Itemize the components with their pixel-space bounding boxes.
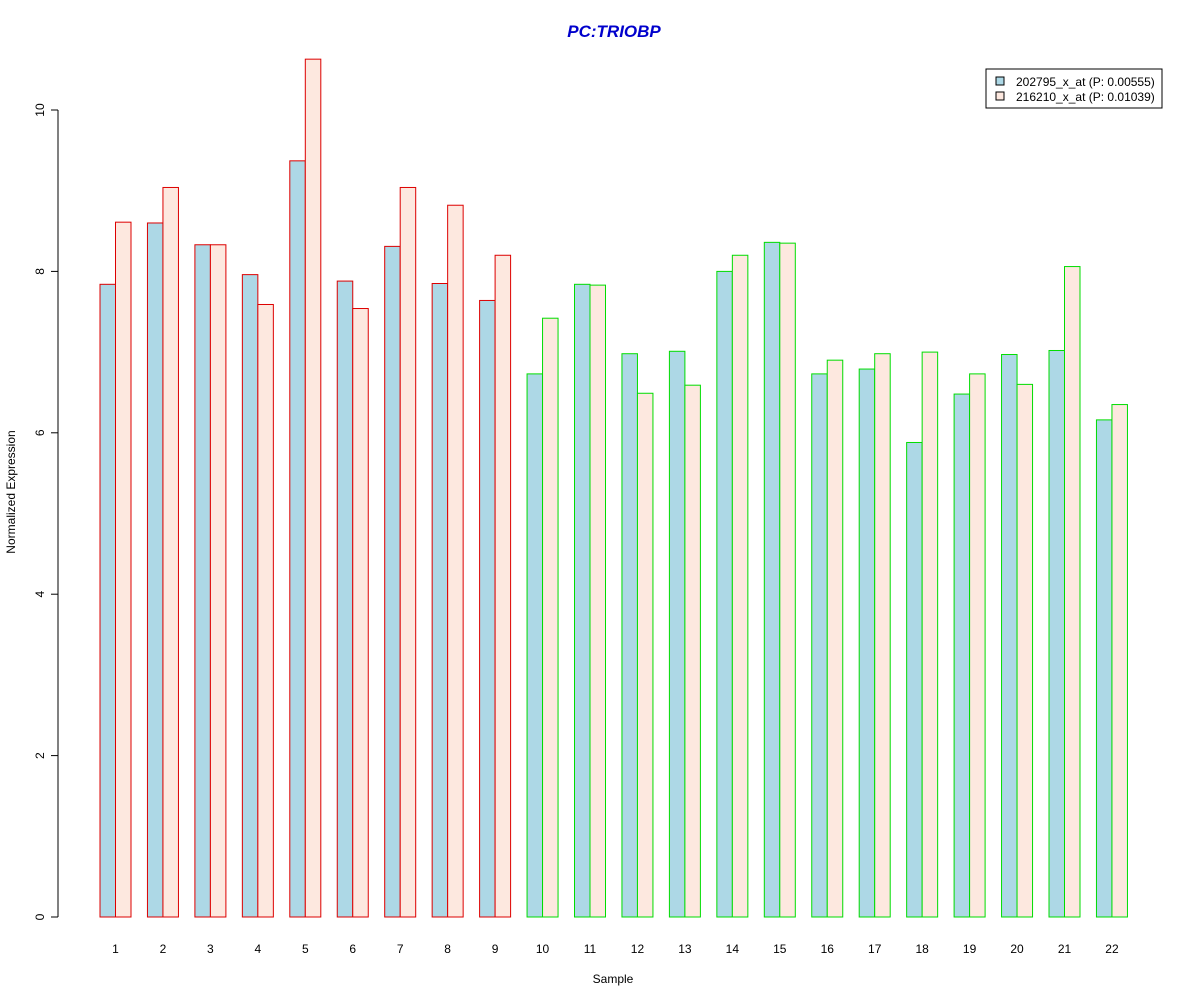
y-tick-label: 0 xyxy=(33,913,47,920)
x-tick-label: 12 xyxy=(631,942,645,956)
bar-sample-7-series-1 xyxy=(384,245,401,918)
x-tick-label: 4 xyxy=(255,942,262,956)
bar-sample-21-series-2 xyxy=(1064,266,1081,918)
bar-sample-8-series-1 xyxy=(431,283,449,918)
bar-sample-12-series-1 xyxy=(621,353,638,918)
y-axis-title: Normalized Expression xyxy=(4,430,18,553)
bar-sample-7-series-2 xyxy=(399,186,417,918)
x-tick-label: 6 xyxy=(349,942,356,956)
bar-sample-20-series-1 xyxy=(1001,354,1018,918)
bar-sample-9-series-2 xyxy=(494,254,512,918)
bar-sample-12-series-2 xyxy=(636,392,654,918)
bar-sample-6-series-2 xyxy=(352,308,369,918)
legend-swatch-series-2 xyxy=(995,91,1005,101)
chart-title: PC:TRIOBP xyxy=(567,22,661,41)
bars-layer xyxy=(99,58,1128,918)
y-tick-label: 2 xyxy=(33,752,47,759)
bar-sample-6-series-1 xyxy=(336,280,354,918)
x-tick-label: 10 xyxy=(536,942,550,956)
bar-sample-20-series-2 xyxy=(1016,383,1034,918)
bar-sample-19-series-1 xyxy=(953,393,971,918)
y-tick-label: 8 xyxy=(33,268,47,275)
x-tick-label: 9 xyxy=(492,942,499,956)
legend-swatch-series-1 xyxy=(995,76,1005,86)
x-tick-label: 21 xyxy=(1058,942,1072,956)
bar-sample-18-series-1 xyxy=(906,441,923,918)
bar-sample-2-series-2 xyxy=(162,186,179,918)
bar-sample-4-series-2 xyxy=(257,303,274,918)
bar-sample-17-series-1 xyxy=(858,368,876,918)
bar-sample-18-series-2 xyxy=(921,351,939,918)
bar-sample-15-series-2 xyxy=(779,242,796,918)
legend-label-series-1: 202795_x_at (P: 0.00555) xyxy=(1016,75,1155,89)
x-tick-label: 2 xyxy=(160,942,167,956)
x-tick-label: 14 xyxy=(726,942,740,956)
bar-sample-13-series-1 xyxy=(668,350,686,918)
bar-sample-11-series-2 xyxy=(589,284,606,918)
x-tick-label: 11 xyxy=(584,942,597,956)
y-tick-label: 4 xyxy=(33,591,47,598)
bar-sample-2-series-1 xyxy=(146,222,164,918)
bar-sample-4-series-1 xyxy=(241,274,259,918)
x-tick-label: 17 xyxy=(868,942,882,956)
bar-sample-19-series-2 xyxy=(969,373,986,918)
bar-sample-15-series-1 xyxy=(763,241,781,918)
x-tick-label: 3 xyxy=(207,942,214,956)
x-tick-label: 18 xyxy=(915,942,929,956)
bar-sample-8-series-2 xyxy=(447,204,464,918)
x-tick-label: 19 xyxy=(963,942,977,956)
x-axis-labels: 1 2 3 4 5 6 7 8 9 10 11 12 13 14 15 16 17 18 19 20 21 22 xyxy=(112,942,1119,956)
bar-sample-9-series-1 xyxy=(479,299,496,918)
bar-sample-14-series-2 xyxy=(731,254,749,918)
bar-sample-5-series-2 xyxy=(304,58,322,918)
x-tick-label: 16 xyxy=(821,942,835,956)
x-tick-label: 22 xyxy=(1105,942,1119,956)
x-axis-title: Sample xyxy=(593,972,634,986)
bar-sample-1-series-1 xyxy=(99,283,116,918)
bar-sample-10-series-1 xyxy=(526,373,544,918)
x-tick-label: 20 xyxy=(1010,942,1024,956)
bar-sample-21-series-1 xyxy=(1048,349,1065,918)
x-tick-label: 13 xyxy=(678,942,692,956)
bar-sample-17-series-2 xyxy=(874,353,891,918)
x-tick-label: 8 xyxy=(444,942,451,956)
bar-sample-1-series-2 xyxy=(115,221,132,918)
bar-sample-3-series-2 xyxy=(209,244,227,918)
y-tick-label: 10 xyxy=(33,103,47,117)
bar-sample-10-series-2 xyxy=(542,317,559,918)
bar-sample-16-series-1 xyxy=(811,373,828,918)
x-tick-label: 7 xyxy=(397,942,404,956)
bar-sample-22-series-1 xyxy=(1095,419,1113,918)
legend-label-series-2: 216210_x_at (P: 0.01039) xyxy=(1016,90,1155,104)
bar-sample-5-series-1 xyxy=(289,160,306,918)
x-tick-label: 5 xyxy=(302,942,309,956)
bar-sample-22-series-2 xyxy=(1111,404,1128,918)
legend: 202795_x_at (P: 0.00555) 216210_x_at (P:… xyxy=(985,68,1163,109)
legend-box xyxy=(985,68,1163,109)
bar-sample-14-series-1 xyxy=(716,270,733,918)
bar-sample-13-series-2 xyxy=(684,384,701,918)
bar-sample-11-series-1 xyxy=(574,283,591,918)
x-tick-label: 1 xyxy=(112,942,119,956)
bar-sample-3-series-1 xyxy=(194,244,211,918)
y-tick-label: 6 xyxy=(33,429,47,436)
x-tick-label: 15 xyxy=(773,942,787,956)
bar-sample-16-series-2 xyxy=(826,359,844,918)
y-axis: 0 2 4 6 8 10 xyxy=(33,103,59,920)
